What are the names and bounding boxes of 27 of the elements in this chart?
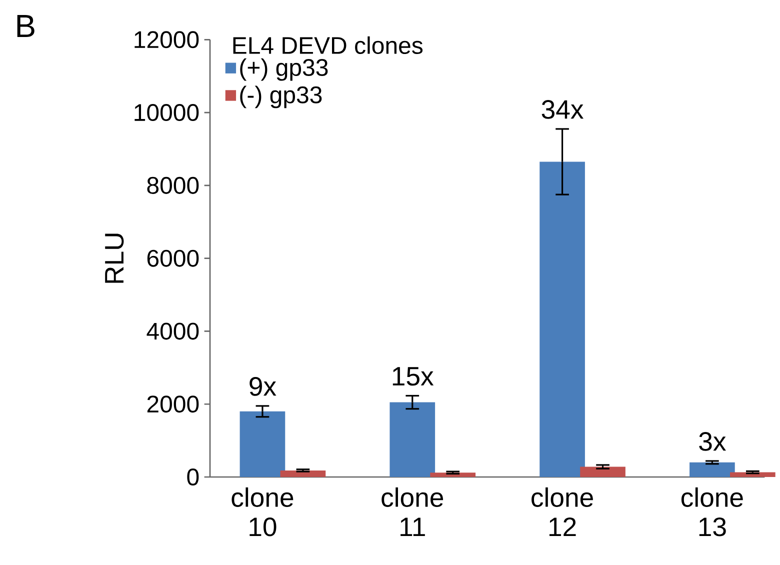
- y-tick-label: 0: [187, 468, 199, 486]
- y-tick-label: 4000: [146, 322, 199, 340]
- x-tick-label: clone 11: [382, 487, 444, 536]
- legend-label: (-) gp33: [240, 86, 322, 108]
- chart-title: EL4 DEVD clones: [233, 36, 423, 54]
- y-tick-label: 8000: [147, 176, 199, 194]
- legend-label: (+) gp33: [240, 58, 328, 81]
- bar: [690, 462, 735, 478]
- x-tick-label: clone 12: [532, 487, 593, 536]
- x-tick-label: clone 13: [681, 487, 743, 536]
- bar: [240, 411, 286, 478]
- y-tick-label: 6000: [147, 250, 199, 267]
- bar: [580, 466, 626, 478]
- x-tick-label: clone 10: [232, 487, 294, 536]
- annotation: 15x: [392, 367, 434, 386]
- y-tick-label: 2000: [147, 396, 199, 413]
- y-tick-label: 12000: [134, 31, 199, 48]
- bar: [730, 472, 776, 478]
- y-tick-label: 10000: [134, 104, 199, 122]
- bar: [280, 470, 326, 478]
- annotation: 3x: [699, 432, 726, 451]
- y-axis-title: RLU: [105, 234, 124, 283]
- bar: [390, 402, 436, 478]
- annotation: 34x: [542, 100, 584, 119]
- bar: [540, 162, 585, 478]
- text: B: [17, 15, 34, 38]
- annotation: 9x: [250, 377, 276, 396]
